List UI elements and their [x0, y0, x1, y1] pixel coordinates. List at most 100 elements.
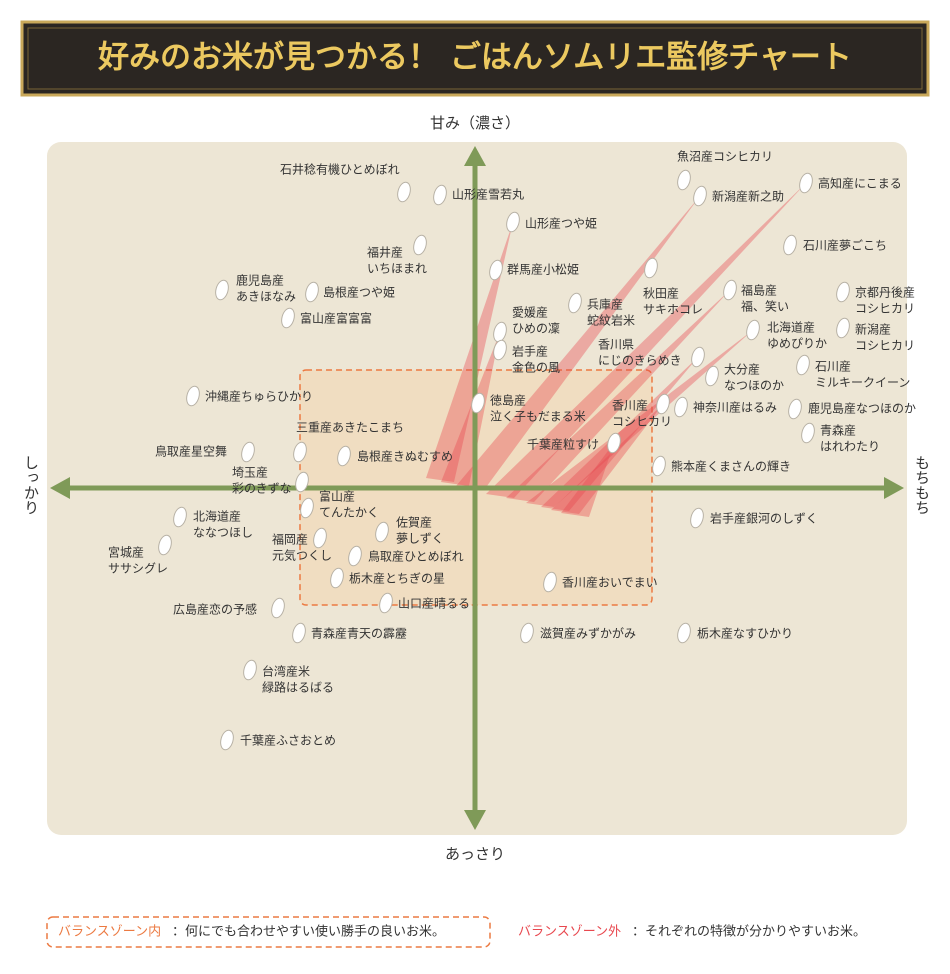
rice-grain	[652, 455, 666, 477]
rice-label: 岩手産	[512, 344, 548, 359]
rice-grain	[271, 597, 285, 619]
rice-label: はれわたり	[820, 440, 880, 454]
rice-label: 兵庫産	[587, 297, 623, 312]
rice-label: 大分産	[724, 362, 760, 377]
rice-grain	[746, 319, 760, 341]
rice-label: 鹿児島産なつほのか	[808, 401, 916, 416]
rice-label: コシヒカリ	[855, 302, 915, 316]
rice-grain	[520, 622, 534, 644]
rice-label: 香川県	[598, 338, 634, 352]
rice-grain	[705, 365, 719, 387]
rice-grain	[433, 184, 447, 206]
rice-label: 新潟産	[855, 322, 891, 337]
rice-label: 青森産青天の霹靂	[311, 626, 407, 641]
rice-grain	[300, 497, 314, 519]
rice-label: 熊本産くまさんの輝き	[671, 459, 791, 474]
rice-grain	[677, 622, 691, 644]
rice-grain	[543, 571, 557, 593]
fan	[526, 330, 753, 507]
rice-label: 佐賀産	[396, 515, 432, 530]
rice-grain	[173, 506, 187, 528]
title-frame	[27, 27, 923, 90]
rice-label: あきほなみ	[236, 290, 296, 304]
axis-right: もちもち	[913, 455, 931, 515]
rice-grain	[693, 185, 707, 207]
rice-grain	[305, 281, 319, 303]
rice-grain	[158, 534, 172, 556]
rice-label: にじのきらめき	[598, 354, 682, 368]
rice-label: 鳥取産星空舞	[155, 444, 227, 459]
rice-label: ひめの凜	[512, 321, 560, 336]
rice-label: 緑路はるばる	[262, 680, 334, 695]
fan	[541, 357, 698, 511]
rice-label: 山形産雪若丸	[452, 187, 524, 202]
rice-label: 台湾産米	[262, 664, 310, 679]
rice-grain	[292, 622, 306, 644]
rice-grain	[799, 172, 813, 194]
rice-grain	[801, 422, 815, 444]
rice-grain	[644, 257, 658, 279]
rice-grain	[836, 317, 850, 339]
rice-label: 栃木産なすひかり	[697, 626, 793, 641]
rice-label: 愛媛産	[512, 305, 548, 320]
rice-grain	[788, 398, 802, 420]
axis-bottom: あっさり	[445, 845, 505, 863]
rice-grain	[348, 545, 362, 567]
rice-grain	[413, 234, 427, 256]
rice-label: ななつほし	[193, 526, 253, 540]
rice-label: 神奈川産はるみ	[693, 400, 777, 415]
rice-label: 千葉産粒すけ	[527, 437, 599, 452]
rice-grain	[568, 292, 582, 314]
rice-label: 鹿児島産	[236, 273, 284, 288]
arrow-up	[464, 146, 486, 166]
rice-label: 香川産	[612, 398, 648, 413]
rice-label: 夢しずく	[396, 532, 444, 546]
rice-label: 埼玉産	[232, 465, 268, 480]
rice-grain	[220, 729, 234, 751]
rice-label: 金色の風	[512, 360, 560, 375]
rice-label: 島根産きぬむすめ	[357, 449, 453, 464]
rice-grain	[330, 567, 344, 589]
rice-label: 石井稔有機ひとめぼれ	[280, 162, 400, 177]
legend-box	[46, 916, 491, 948]
rice-grain	[293, 441, 307, 463]
rice-label: 蛇紋岩米	[587, 313, 635, 328]
rice-label: 石川産	[815, 359, 851, 374]
rice-label: 京都丹後産	[855, 285, 915, 300]
rice-grain	[243, 659, 257, 681]
rice-label: 秋田産	[643, 286, 679, 301]
fan	[441, 332, 500, 486]
rice-label: てんたかく	[319, 506, 379, 520]
legend-desc: ：何にでも合わせやすい使い勝手の良いお米。	[172, 924, 445, 940]
rice-label: 山形産つや姫	[525, 216, 597, 231]
rice-grain	[375, 521, 389, 543]
rice-grain	[656, 393, 670, 415]
rice-label: 青森産	[820, 423, 856, 438]
rice-label: 徳島産	[490, 393, 526, 408]
rice-grain	[836, 281, 850, 303]
rice-grain	[489, 259, 503, 281]
rice-grain	[337, 445, 351, 467]
axis-left: しっかり	[22, 455, 40, 515]
rice-grain	[397, 181, 411, 203]
rice-label: 宮城産	[108, 545, 144, 560]
rice-grain	[379, 592, 393, 614]
rice-label: 鳥取産ひとめぼれ	[368, 549, 464, 564]
axis-top: 甘み（濃さ）	[430, 114, 520, 132]
rice-label: サキホコレ	[643, 303, 703, 317]
rice-grain	[295, 471, 309, 493]
highlight-fans	[426, 183, 806, 517]
rice-label: 福岡産	[272, 532, 308, 547]
arrow-left	[50, 477, 70, 499]
rice-label: 元気つくし	[272, 548, 332, 563]
rice-grain	[471, 392, 485, 414]
rice-label: 栃木産とちぎの星	[349, 571, 445, 586]
rice-grain	[215, 279, 229, 301]
rice-label: 新潟産新之助	[712, 189, 784, 204]
rice-label: 福井産	[367, 245, 403, 260]
fan	[456, 196, 700, 490]
rice-label: 三重産あきたこまち	[296, 420, 404, 435]
rice-grain	[493, 321, 507, 343]
